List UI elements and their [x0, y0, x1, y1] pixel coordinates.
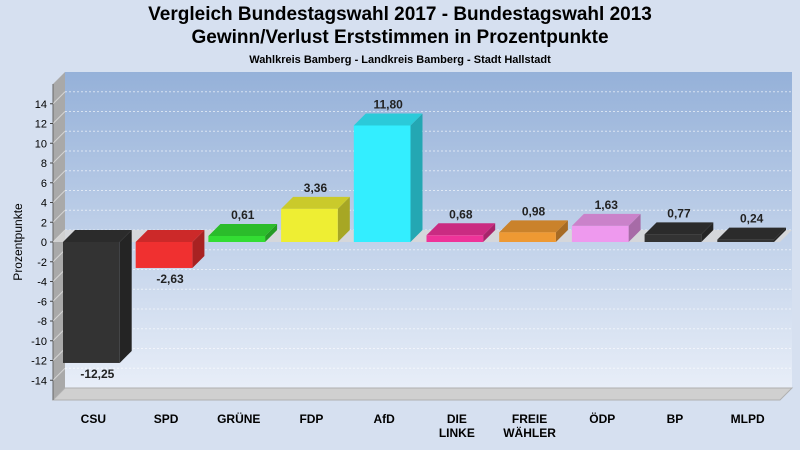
x-tick-label: ÖDP — [589, 411, 615, 426]
x-tick-label: MLPD — [731, 412, 765, 426]
bar-top — [717, 227, 787, 240]
bar-front — [208, 235, 266, 242]
value-label: 0,61 — [231, 208, 255, 222]
y-tick-label: -4 — [37, 277, 47, 289]
chart-title: Vergleich Bundestagswahl 2017 - Bundesta… — [148, 4, 652, 25]
bar-top — [62, 230, 132, 242]
gridline-side — [52, 209, 66, 223]
bar-2 — [208, 223, 278, 242]
y-tick-label: 2 — [41, 217, 47, 229]
bar-7 — [571, 213, 641, 242]
x-tick-label: DIE — [447, 412, 467, 426]
x-tick-label: LINKE — [439, 426, 475, 440]
bar-top — [208, 223, 278, 236]
bar-top — [644, 222, 714, 235]
bar-front — [62, 242, 120, 363]
plot-floor — [51, 387, 794, 401]
x-tick-label: CSU — [81, 412, 106, 426]
bar-front — [281, 208, 338, 242]
chart-title-line-2: Gewinn/Verlust Erststimmen in Prozentpun… — [191, 27, 609, 48]
bar-front — [644, 234, 702, 242]
x-tick-label: FDP — [299, 412, 323, 426]
bar-6 — [499, 220, 568, 242]
bar-side — [265, 223, 278, 242]
bar-top — [353, 113, 423, 126]
y-tick-label: -8 — [37, 316, 47, 328]
value-label: 1,63 — [595, 198, 619, 212]
gridline-side — [52, 367, 66, 381]
gridline-side — [52, 130, 66, 144]
bar-front — [717, 239, 775, 242]
x-tick-label: AfD — [373, 412, 395, 426]
y-tick-label: -14 — [31, 375, 47, 387]
bar-9 — [717, 227, 787, 242]
value-label: 0,68 — [449, 207, 473, 221]
bar-0 — [62, 230, 132, 363]
y-tick-label: 14 — [35, 99, 47, 111]
bar-side — [701, 222, 714, 242]
bar-1 — [135, 230, 205, 268]
value-label: 11,80 — [373, 97, 403, 111]
x-tick-label: WÄHLER — [503, 425, 556, 440]
x-tick-label: GRÜNE — [217, 411, 260, 426]
value-label: 3,36 — [304, 181, 328, 195]
bar-side — [192, 230, 205, 268]
gridline-side — [52, 170, 66, 184]
value-label: 0,98 — [522, 204, 546, 218]
bar-side — [119, 230, 132, 363]
bar-3 — [281, 196, 350, 242]
bar-top — [499, 220, 568, 233]
bar-side — [628, 213, 641, 242]
bar-front — [499, 232, 556, 242]
bar-top — [571, 213, 641, 226]
y-tick-label: -6 — [37, 296, 47, 308]
y-tick-label: 12 — [35, 119, 47, 131]
gridline-side — [52, 150, 66, 164]
value-label: 0,24 — [740, 212, 764, 226]
gridline-side — [52, 111, 66, 124]
bar-front — [353, 125, 411, 242]
x-tick-label: FREIE — [512, 412, 547, 426]
y-tick-label: -2 — [37, 257, 47, 269]
bar-top — [281, 196, 350, 209]
y-tick-label: -12 — [31, 356, 47, 368]
bar-top — [135, 230, 205, 242]
x-tick-label: BP — [667, 412, 684, 426]
bar-side — [483, 223, 496, 242]
bar-8 — [644, 222, 714, 242]
value-label: -2,63 — [156, 272, 184, 286]
bar-side — [410, 113, 423, 242]
y-tick-label: 6 — [41, 178, 47, 190]
bar-front — [571, 225, 629, 242]
bar-side — [555, 220, 568, 242]
y-tick-label: -10 — [31, 336, 47, 348]
bar-front — [426, 235, 484, 242]
chart-subtitle: Wahlkreis Bamberg - Landkreis Bamberg - … — [249, 54, 551, 66]
bar-5 — [426, 223, 496, 242]
gridline-side — [52, 91, 66, 105]
y-tick-label: 8 — [41, 158, 47, 170]
bar-top — [426, 223, 496, 236]
x-tick-label: SPD — [154, 412, 179, 426]
y-tick-label: 10 — [35, 138, 47, 150]
bar-side — [337, 196, 350, 242]
bar-4 — [353, 113, 423, 242]
y-tick-label: 4 — [41, 198, 47, 210]
value-label: -12,25 — [80, 367, 114, 381]
bar-front — [135, 242, 193, 268]
y-axis-label: Prozentpunkte — [11, 203, 25, 281]
value-label: 0,77 — [667, 206, 691, 220]
y-tick-label: 0 — [41, 237, 47, 249]
gridline-side — [52, 190, 66, 203]
bar-side — [774, 227, 787, 242]
